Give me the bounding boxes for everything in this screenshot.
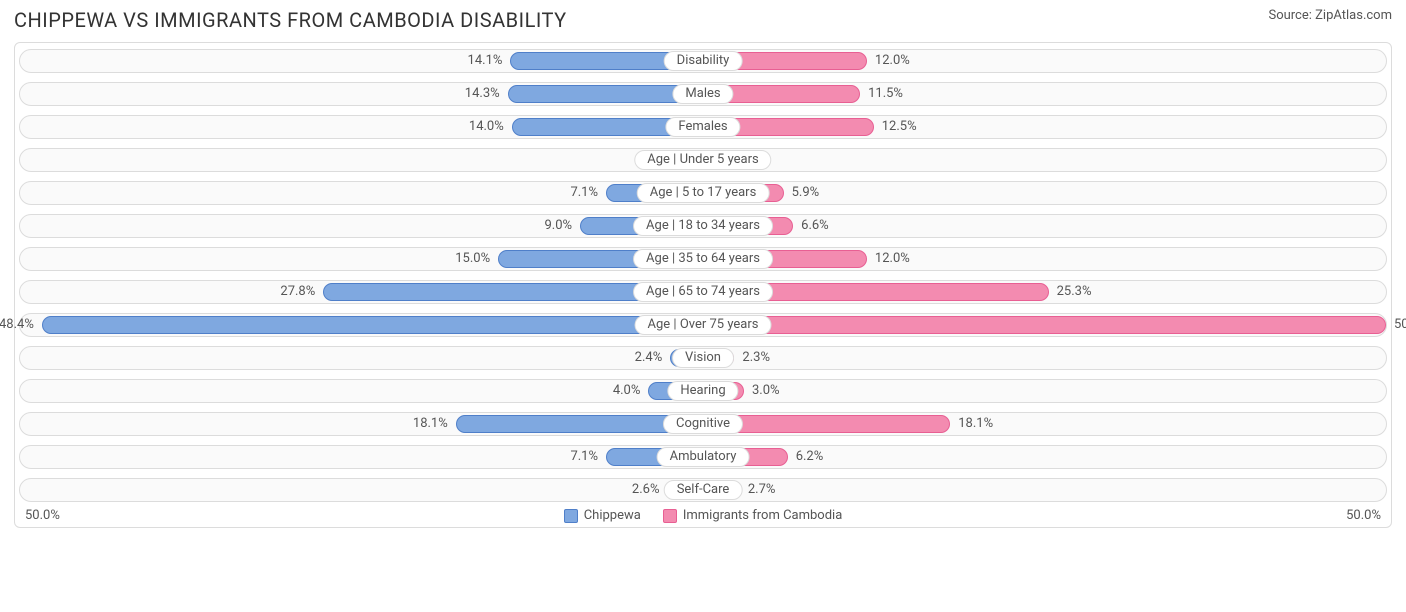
category-label: Cognitive [663,414,743,434]
chart-row: 7.1% 5.9% Age | 5 to 17 years [19,181,1387,205]
value-right: 12.0% [875,50,910,72]
value-left: 7.1% [570,182,598,204]
value-left: 15.0% [455,248,490,270]
chart-row: 14.0% 12.5% Females [19,115,1387,139]
value-right: 50.0% [1394,314,1406,336]
value-right: 3.0% [752,380,780,402]
category-label: Self-Care [664,480,743,500]
legend-label-left: Chippewa [584,508,641,523]
category-label: Vision [672,348,734,368]
value-left: 27.8% [280,281,315,303]
category-label: Age | 35 to 64 years [633,249,773,269]
category-label: Age | 5 to 17 years [637,183,770,203]
legend-item-right: Immigrants from Cambodia [663,508,842,523]
legend-label-right: Immigrants from Cambodia [683,508,842,523]
value-left: 2.4% [635,347,663,369]
legend-swatch-right [663,509,677,523]
chart-row: 14.3% 11.5% Males [19,82,1387,106]
category-label: Ambulatory [657,447,750,467]
value-left: 18.1% [413,413,448,435]
value-right: 25.3% [1057,281,1092,303]
value-right: 2.3% [742,347,770,369]
category-label: Females [665,117,740,137]
chart-row: 18.1% 18.1% Cognitive [19,412,1387,436]
value-left: 48.4% [0,314,34,336]
chart-row: 4.0% 3.0% Hearing [19,379,1387,403]
legend: Chippewa Immigrants from Cambodia [564,508,843,523]
value-left: 14.0% [469,116,504,138]
value-left: 14.1% [468,50,503,72]
chart-row: 2.4% 2.3% Vision [19,346,1387,370]
value-left: 4.0% [613,380,641,402]
value-left: 7.1% [570,446,598,468]
chart-title: CHIPPEWA VS IMMIGRANTS FROM CAMBODIA DIS… [14,8,567,32]
value-right: 12.5% [882,116,917,138]
chart-row: 14.1% 12.0% Disability [19,49,1387,73]
legend-item-left: Chippewa [564,508,641,523]
value-right: 11.5% [868,83,903,105]
value-left: 9.0% [545,215,573,237]
chart-row: 27.8% 25.3% Age | 65 to 74 years [19,280,1387,304]
chart-row: 1.9%1.2%Age | Under 5 years [19,148,1387,172]
value-right: 2.7% [748,479,776,501]
chart-row: 9.0% 6.6% Age | 18 to 34 years [19,214,1387,238]
value-left: 2.6% [632,479,660,501]
axis-left-max: 50.0% [25,508,60,523]
bar-left [42,316,703,334]
category-label: Age | Under 5 years [634,150,771,170]
value-left: 14.3% [465,83,500,105]
category-label: Hearing [667,381,738,401]
bar-right [703,316,1386,334]
chart-row: 7.1% 6.2% Ambulatory [19,445,1387,469]
chart-row: 15.0% 12.0% Age | 35 to 64 years [19,247,1387,271]
value-right: 18.1% [958,413,993,435]
category-label: Age | 65 to 74 years [633,282,773,302]
value-right: 12.0% [875,248,910,270]
category-label: Age | 18 to 34 years [633,216,773,236]
chart-row: 48.4%50.0%Age | Over 75 years [19,313,1387,337]
chart-row: 2.6% 2.7%Self-Care [19,478,1387,502]
category-label: Males [672,84,733,104]
legend-swatch-left [564,509,578,523]
category-label: Disability [664,51,743,71]
value-right: 6.2% [796,446,824,468]
value-right: 6.6% [801,215,829,237]
axis-right-max: 50.0% [1346,508,1381,523]
chart-container: 14.1% 12.0% Disability 14.3% 11.5% Males 14.0%… [14,42,1392,528]
category-label: Age | Over 75 years [635,315,772,335]
source-attribution: Source: ZipAtlas.com [1268,8,1392,23]
value-right: 5.9% [792,182,820,204]
